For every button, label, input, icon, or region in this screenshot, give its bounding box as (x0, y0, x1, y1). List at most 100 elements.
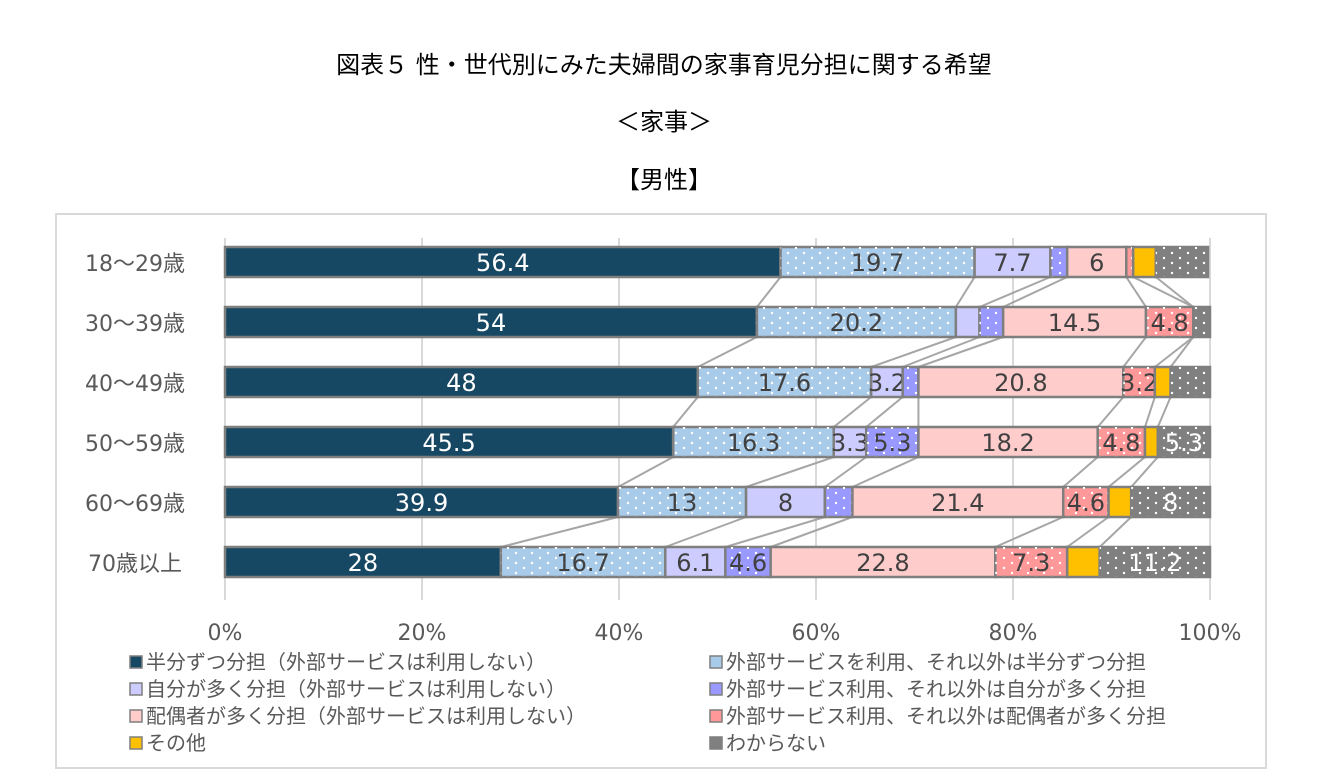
data-label: 7.3 (1012, 549, 1050, 577)
data-label: 28 (348, 549, 379, 577)
series-connector-line (994, 516, 1064, 548)
data-label: 19.7 (851, 249, 904, 277)
bar-segment-pattern (1170, 367, 1210, 397)
bar-segment (1065, 545, 1101, 579)
bar-segment-pattern (866, 427, 919, 457)
series-connector-line (824, 456, 867, 488)
data-label: 16.7 (556, 549, 609, 577)
data-label: 22.8 (856, 549, 909, 577)
legend-label: 半分ずつ分担（外部サービスは利用しない） (146, 650, 546, 674)
series-connector-line (1066, 516, 1110, 548)
data-label: 21.4 (931, 489, 984, 517)
series-connector-line (617, 456, 674, 488)
category-label: 30〜39歳 (85, 312, 185, 337)
legend-label: わからない (726, 731, 826, 755)
x-tick-label: 60% (792, 621, 841, 646)
bar-segment-pattern (756, 307, 956, 337)
data-label: 7.7 (993, 249, 1031, 277)
bar-segment (223, 305, 759, 339)
legend-swatch (129, 736, 143, 750)
panel-title: 【男性】 (616, 166, 712, 194)
data-label: 20.8 (994, 369, 1047, 397)
bar-segment (664, 545, 727, 579)
bar-segment-pattern (1097, 427, 1145, 457)
x-tick-label: 40% (595, 621, 644, 646)
data-label: 3.2 (868, 369, 906, 397)
x-tick-label: 20% (398, 621, 447, 646)
data-label: 5.3 (1165, 429, 1203, 457)
bar-segment-pattern (725, 547, 771, 577)
series-connector-line (1107, 456, 1146, 488)
x-tick-label: 100% (1179, 621, 1242, 646)
data-label: 4.6 (729, 549, 767, 577)
legend-label: 自分が多く分担（外部サービスは利用しない） (146, 677, 566, 701)
category-label: 40〜49歳 (85, 372, 185, 397)
bar-segment (223, 545, 503, 579)
series-connector-line (1002, 276, 1068, 308)
series-connector-line (745, 456, 835, 488)
data-label: 16.3 (727, 429, 780, 457)
bar-segment-pattern (1123, 367, 1155, 397)
series-connector-line (1154, 336, 1194, 368)
data-label: 4.8 (1102, 429, 1140, 457)
legend-label: 外部サービスを利用、それ以外は半分ずつ分担 (726, 650, 1146, 674)
bar-segment-pattern (697, 367, 872, 397)
bar-segment (869, 365, 904, 399)
data-label: 18.2 (981, 429, 1034, 457)
series-connector-line (1096, 396, 1125, 428)
bar-segment (744, 485, 827, 519)
legend-swatch (129, 682, 143, 696)
bar-segment (1131, 245, 1158, 279)
bar-segment (851, 485, 1065, 519)
category-label: 18〜29歳 (85, 252, 185, 277)
data-label: 3.2 (1120, 369, 1158, 397)
bar-segment (769, 545, 997, 579)
series-connector-line (870, 336, 957, 368)
bar-segment-pattern (1193, 307, 1210, 337)
series-connector-line (833, 396, 872, 428)
bar-segment-pattern (780, 247, 975, 277)
bar-segment-pattern (1157, 427, 1210, 457)
data-label: 4.6 (1067, 489, 1105, 517)
data-label: 4.8 (1151, 309, 1189, 337)
x-tick-label: 80% (989, 621, 1038, 646)
bar-segment (1107, 485, 1133, 519)
series-connector-line (672, 396, 699, 428)
bar-segment-pattern (979, 307, 1004, 337)
legend-label: その他 (146, 731, 206, 755)
data-label: 45.5 (422, 429, 475, 457)
series-connector-line (697, 336, 758, 368)
x-tick-label: 0% (208, 621, 243, 646)
data-label: 8 (778, 489, 793, 517)
legend-swatch (709, 682, 723, 696)
series-connector-line (770, 516, 853, 548)
series-connector-line (1156, 396, 1172, 428)
bar-segment-pattern (824, 487, 853, 517)
series-connector-line (1130, 456, 1159, 488)
series-connector-line (1125, 276, 1147, 308)
legend-label: 外部サービス利用、それ以外は自分が多く分担 (726, 677, 1146, 701)
series-connector-line (979, 276, 1051, 308)
bar-segment-pattern (1099, 547, 1210, 577)
legend-swatch (129, 709, 143, 723)
series-connector-line (1098, 516, 1132, 548)
series-connector-line (852, 456, 919, 488)
data-label: 14.5 (1048, 309, 1101, 337)
bar-segment-pattern (1155, 247, 1209, 277)
data-label: 56.4 (476, 249, 529, 277)
chart-frame (55, 213, 1267, 769)
series-connector-line (1132, 276, 1194, 308)
category-label: 70歳以上 (88, 552, 182, 577)
chart-subtitle: ＜家事＞ (616, 108, 712, 136)
series-connector-line (1062, 456, 1099, 488)
bar-segment (1153, 365, 1172, 399)
series-connector-line (1122, 336, 1147, 368)
legend-label: 外部サービス利用、それ以外は配偶者が多く分担 (726, 704, 1166, 728)
data-label: 6.1 (676, 549, 714, 577)
legend-swatch (709, 709, 723, 723)
data-label: 17.6 (758, 369, 811, 397)
series-connector-line (918, 336, 1004, 368)
data-label: 13 (667, 489, 698, 517)
data-label: 54 (476, 309, 507, 337)
